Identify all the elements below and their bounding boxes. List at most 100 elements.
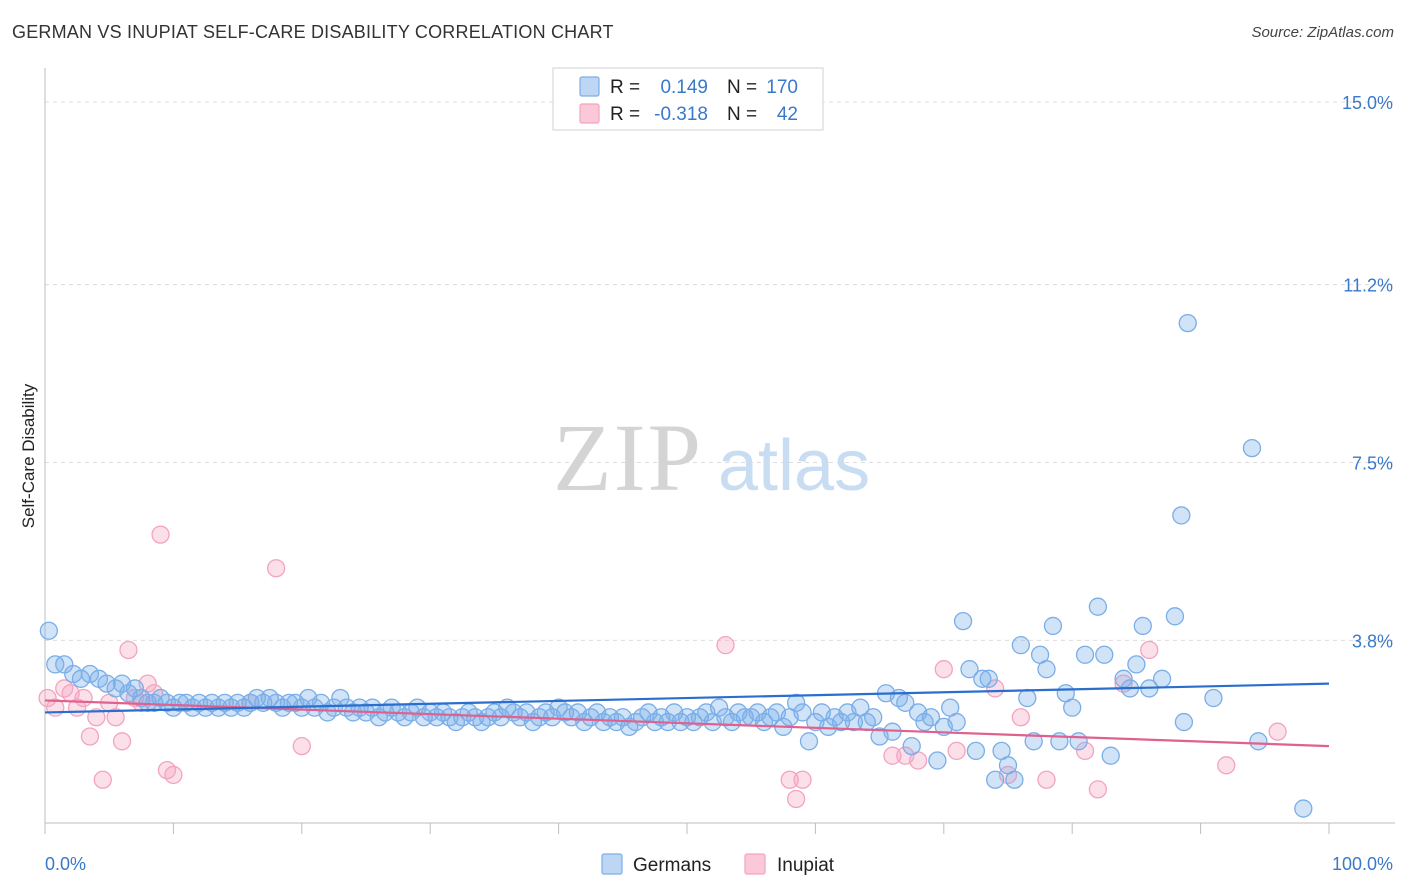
german-point-175 [1249, 732, 1268, 751]
inupiat-point-36 [1075, 741, 1095, 761]
inupiat-point-11 [112, 732, 132, 751]
inupiat-point-22 [292, 736, 311, 756]
german-n-label: N = [727, 77, 757, 98]
inupiat-point-32 [986, 679, 1005, 698]
series-legend: Germans Inupiat [601, 853, 835, 876]
y-tick-label-3: 15.0% [1342, 93, 1393, 113]
german-point-139 [947, 712, 966, 732]
german-point-158 [1069, 732, 1088, 751]
inupiat-point-6 [80, 727, 100, 746]
german-point-149 [1011, 636, 1030, 655]
german-point-148 [1005, 770, 1024, 789]
german-point-135 [921, 708, 941, 727]
german-point-115 [793, 703, 812, 722]
inupiat-point-7 [87, 708, 106, 727]
german-point-151 [1024, 732, 1043, 751]
german-point-131 [896, 693, 915, 712]
german-r-value: 0.149 [660, 77, 708, 98]
inupiat-point-41 [1268, 722, 1287, 741]
y-tick-label-2: 11.2% [1343, 276, 1393, 296]
german-point-116 [799, 732, 819, 751]
inupiat-point-34 [1011, 708, 1030, 727]
inupiat-point-10 [106, 708, 125, 727]
inupiat-point-21 [266, 559, 286, 578]
inupiat-legend-label: Inupiat [777, 855, 835, 876]
inupiat-point-27 [883, 746, 902, 765]
inupiat-point-17 [151, 525, 170, 544]
inupiat-r-value: -0.318 [654, 104, 708, 125]
inupiat-point-31 [947, 741, 966, 761]
german-point-121 [831, 712, 851, 732]
german-point-159 [1075, 645, 1095, 664]
inupiat-points [38, 525, 1287, 809]
german-point-11 [125, 679, 145, 698]
german-point-173 [1204, 688, 1223, 708]
german-point-161 [1095, 645, 1114, 664]
inupiat-point-12 [119, 640, 138, 660]
watermark-atlas: atlas [718, 426, 870, 506]
german-point-5 [80, 664, 100, 684]
inupiat-point-30 [934, 660, 953, 679]
german-point-4 [71, 669, 91, 688]
german-point-170 [1172, 506, 1191, 525]
german-point-162 [1101, 746, 1120, 765]
inupiat-legend-swatch [579, 103, 600, 124]
german-points [39, 313, 1313, 818]
y-axis-label: Self-Care Disability [19, 383, 38, 528]
german-point-132 [902, 736, 921, 756]
german-point-172 [1178, 313, 1197, 333]
german-legend-swatch [579, 76, 600, 97]
german-point-153 [1037, 660, 1056, 679]
german-point-140 [953, 611, 973, 631]
german-trend-line [44, 682, 1330, 714]
germans-swatch [601, 853, 623, 875]
german-point-144 [979, 669, 998, 688]
chart-source: Source: ZipAtlas.com [1251, 24, 1394, 41]
german-r-label: R = [610, 77, 640, 98]
inupiat-point-39 [1140, 640, 1159, 660]
german-point-126 [864, 708, 883, 727]
german-point-169 [1165, 607, 1185, 626]
gridlines: 3.8% 7.5% 11.2% 15.0% [45, 93, 1395, 651]
inupiat-point-5 [74, 688, 93, 708]
german-point-171 [1174, 712, 1194, 732]
y-tick-label-0: 3.8% [1352, 631, 1393, 651]
inupiat-point-25 [786, 789, 806, 809]
german-point-142 [966, 741, 986, 761]
inupiat-n-value: 42 [777, 104, 798, 125]
german-point-174 [1242, 438, 1262, 458]
german-point-176 [1294, 799, 1313, 818]
inupiat-n-label: N = [727, 104, 757, 125]
german-point-0 [39, 621, 59, 640]
german-point-157 [1063, 698, 1082, 717]
german-point-166 [1133, 616, 1152, 636]
german-point-154 [1043, 616, 1063, 636]
inupiat-point-0 [38, 688, 57, 708]
inupiat-r-label: R = [610, 104, 640, 125]
inupiat-point-40 [1217, 756, 1236, 775]
german-n-value: 170 [766, 77, 798, 98]
german-point-145 [986, 770, 1005, 789]
inupiat-point-35 [1037, 770, 1056, 789]
inupiat-point-37 [1088, 780, 1108, 799]
y-tick-label-1: 7.5% [1352, 454, 1393, 474]
trend-lines [44, 682, 1330, 748]
german-point-114 [786, 693, 806, 712]
inupiat-point-26 [793, 770, 812, 789]
inupiat-point-24 [780, 770, 799, 789]
german-point-168 [1152, 669, 1172, 688]
german-point-165 [1127, 655, 1146, 674]
inupiat-point-19 [164, 765, 183, 785]
inupiat-point-8 [93, 770, 112, 789]
german-point-7 [97, 674, 116, 693]
chart-title: GERMAN VS INUPIAT SELF-CARE DISABILITY C… [12, 22, 614, 42]
german-point-102 [709, 698, 729, 717]
watermark: ZIP atlas [553, 404, 870, 511]
german-point-141 [960, 660, 979, 679]
x-tick-label-1: 100.0% [1332, 854, 1393, 874]
german-point-136 [928, 751, 947, 770]
watermark-zip: ZIP [553, 404, 703, 511]
german-point-150 [1018, 688, 1037, 708]
germans-legend-label: Germans [633, 855, 711, 876]
